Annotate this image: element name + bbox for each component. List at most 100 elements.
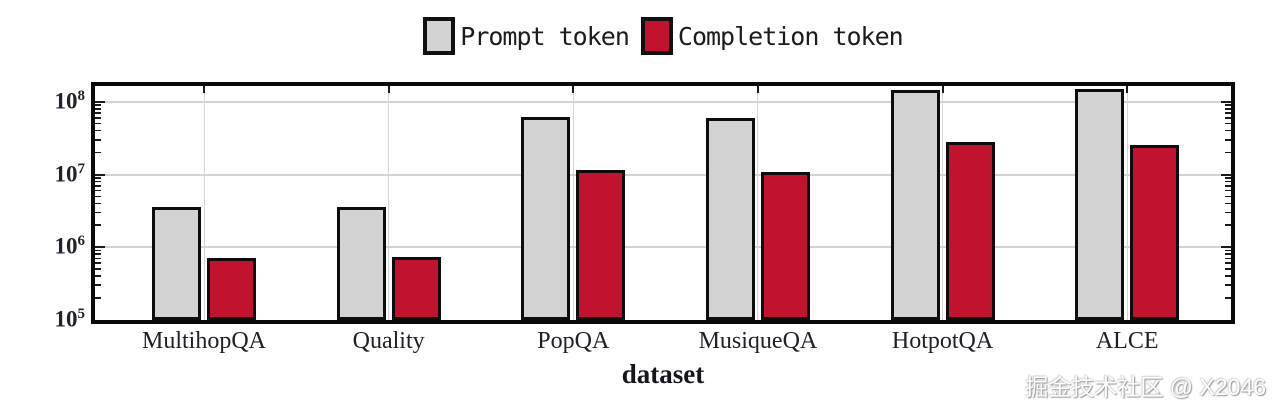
minor-tick-r-6-2	[1225, 224, 1231, 227]
minor-tick-r-5-9	[1225, 249, 1231, 252]
minor-tick-l-7-9	[95, 104, 101, 106]
minor-tick-l-6-7	[95, 184, 101, 187]
x-tick-label-quality: Quality	[352, 328, 425, 354]
minor-tick-l-7-5	[95, 122, 101, 125]
minor-tick-l-6-3	[95, 211, 101, 214]
plot-inner	[95, 86, 1231, 320]
minor-tick-r-7-7	[1225, 112, 1231, 114]
minor-tick-r-7-5	[1225, 122, 1231, 125]
minor-tick-l-5-9	[95, 249, 101, 252]
gridline-vertical-quality	[388, 86, 390, 320]
minor-tick-r-5-8	[1225, 253, 1231, 255]
x-tick-label-popqa: PopQA	[537, 328, 610, 354]
gridline-vertical-multihopqa	[203, 86, 205, 320]
minor-tick-l-7-2	[95, 151, 101, 154]
top-tick-hotpotqa	[941, 86, 944, 93]
x-tick-label-alce: ALCE	[1095, 328, 1159, 354]
legend-item-completion-token: Completion token	[640, 17, 904, 55]
top-tick-musiqueqa	[756, 86, 759, 93]
major-tick-r-7-1	[1221, 173, 1231, 176]
legend-swatch-icon-prompt-token	[423, 17, 456, 55]
top-tick-multihopqa	[203, 86, 205, 93]
minor-tick-l-6-5	[95, 195, 101, 198]
top-tick-popqa	[572, 86, 575, 93]
bar-prompt-token-popqa	[521, 117, 571, 320]
bar-prompt-token-hotpotqa	[890, 90, 940, 320]
minor-tick-r-6-8	[1225, 180, 1231, 183]
minor-tick-r-6-7	[1225, 184, 1231, 187]
minor-tick-l-5-6	[95, 262, 101, 265]
minor-tick-r-6-3	[1225, 211, 1231, 214]
minor-tick-r-6-5	[1225, 195, 1231, 198]
top-tick-alce	[1126, 86, 1129, 93]
bar-prompt-token-alce	[1075, 89, 1125, 320]
gridline-1e8	[95, 100, 1231, 103]
legend: Prompt token Completion token	[91, 14, 1235, 58]
gridline-vertical-hotpotqa	[942, 86, 944, 320]
gridline-vertical-alce	[1126, 86, 1128, 320]
major-tick-l-7-1	[95, 173, 105, 176]
minor-tick-l-7-8	[95, 108, 101, 110]
y-tick-label-1e8: 108	[54, 87, 86, 114]
minor-tick-r-5-4	[1225, 275, 1231, 277]
minor-tick-l-7-6	[95, 117, 101, 119]
major-tick-l-6-1	[95, 246, 105, 249]
bar-completion-token-alce	[1130, 145, 1180, 320]
minor-tick-r-7-2	[1225, 151, 1231, 154]
gridline-1e6	[95, 246, 1231, 249]
minor-tick-l-7-7	[95, 112, 101, 114]
minor-tick-r-5-6	[1225, 262, 1231, 265]
minor-tick-l-7-4	[95, 129, 101, 132]
legend-label-prompt-token: Prompt token	[460, 21, 630, 51]
bar-completion-token-hotpotqa	[945, 142, 995, 320]
gridline-1e7	[95, 173, 1231, 176]
minor-tick-l-7-3	[95, 138, 101, 141]
bar-prompt-token-multihopqa	[152, 207, 201, 320]
minor-tick-r-7-9	[1225, 104, 1231, 106]
minor-tick-l-6-6	[95, 189, 101, 192]
y-tick-label-1e7: 107	[54, 160, 86, 187]
minor-tick-r-5-5	[1225, 268, 1231, 270]
bar-completion-token-multihopqa	[207, 258, 256, 320]
major-tick-r-8-1	[1221, 100, 1231, 103]
minor-tick-r-6-4	[1225, 202, 1231, 205]
minor-tick-r-5-3	[1225, 284, 1231, 286]
bar-prompt-token-musiqueqa	[705, 118, 755, 320]
x-tick-label-musiqueqa: MusiqueQA	[698, 328, 818, 354]
minor-tick-r-7-6	[1225, 117, 1231, 119]
legend-item-prompt-token: Prompt token	[423, 17, 630, 55]
minor-tick-l-5-2	[95, 297, 101, 299]
x-axis-title: dataset	[621, 359, 705, 389]
minor-tick-r-7-8	[1225, 108, 1231, 110]
bar-completion-token-musiqueqa	[760, 172, 810, 320]
minor-tick-l-5-8	[95, 253, 101, 255]
top-tick-quality	[387, 86, 390, 93]
gridline-vertical-popqa	[572, 86, 574, 320]
gridline-vertical-musiqueqa	[757, 86, 759, 320]
minor-tick-l-6-2	[95, 224, 101, 227]
minor-tick-l-6-9	[95, 176, 101, 179]
minor-tick-l-5-7	[95, 257, 101, 260]
y-tick-label-1e5: 105	[54, 305, 86, 332]
minor-tick-l-6-8	[95, 180, 101, 183]
minor-tick-r-7-3	[1225, 138, 1231, 141]
legend-label-completion-token: Completion token	[677, 21, 904, 51]
minor-tick-r-6-6	[1225, 189, 1231, 192]
bar-completion-token-quality	[391, 257, 441, 320]
bar-prompt-token-quality	[336, 207, 386, 320]
minor-tick-r-5-2	[1225, 297, 1231, 299]
minor-tick-l-5-3	[95, 284, 101, 286]
legend-swatch-icon-completion-token	[640, 17, 673, 55]
watermark: 掘金技术社区 @ X2046	[1025, 374, 1266, 400]
minor-tick-l-6-4	[95, 202, 101, 205]
x-tick-label-multihopqa: MultihopQA	[141, 328, 267, 354]
x-tick-label-hotpotqa: HotpotQA	[891, 328, 994, 354]
minor-tick-l-5-4	[95, 275, 101, 277]
minor-tick-r-6-9	[1225, 176, 1231, 179]
minor-tick-r-5-7	[1225, 257, 1231, 260]
minor-tick-l-5-5	[95, 268, 101, 270]
major-tick-r-6-1	[1221, 246, 1231, 249]
plot-area	[91, 82, 1235, 324]
major-tick-l-8-1	[95, 100, 105, 103]
bar-completion-token-popqa	[576, 170, 626, 320]
